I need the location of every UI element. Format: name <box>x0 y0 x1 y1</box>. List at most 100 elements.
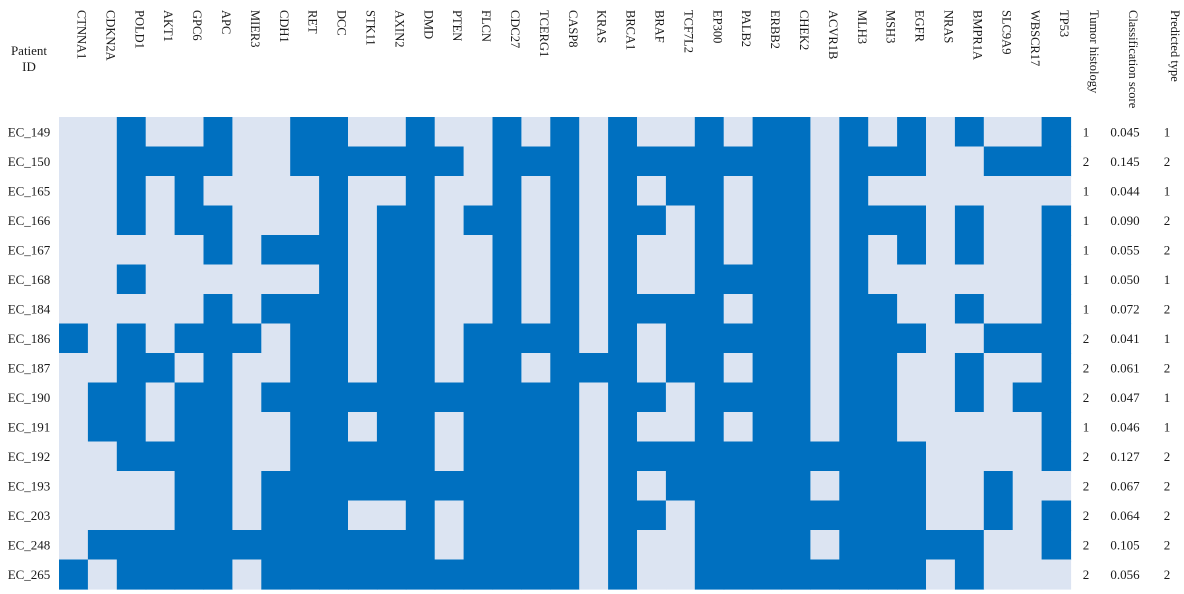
extra-column-headers: Tumor histology Classification score Predi… <box>1087 10 1182 109</box>
cell-EC_190-KRAS <box>579 382 609 413</box>
cell-EC_203-CDC27 <box>492 500 522 531</box>
cell-EC_150-SLC9A9 <box>983 146 1014 177</box>
cell-EC_186-MSH3 <box>868 323 898 354</box>
cell-EC_190-ACVR1B <box>810 382 840 413</box>
cell-EC_150-MIER3 <box>232 146 262 177</box>
cell-EC_167-BRAF <box>637 235 667 266</box>
classification-score-EC_168: 0.050 <box>1110 272 1139 287</box>
cell-EC_203-TCF7L2 <box>665 500 696 531</box>
predicted-type-EC_193: 2 <box>1164 478 1171 493</box>
cell-EC_192-AKT1 <box>145 441 176 472</box>
cell-EC_150-TCF7L2 <box>665 146 696 177</box>
cell-EC_192-APC <box>203 441 233 472</box>
cell-EC_192-MLH3 <box>839 441 869 472</box>
cell-EC_187-DCC <box>319 353 349 384</box>
tumor-histology-EC_149: 1 <box>1083 124 1090 139</box>
cell-EC_248-CHEK2 <box>781 530 811 561</box>
gene-label-PALB2: PALB2 <box>739 10 753 47</box>
cell-EC_191-PTEN <box>434 412 465 443</box>
cell-EC_193-MIER3 <box>232 471 262 502</box>
cell-EC_248-STK11 <box>348 530 378 561</box>
cell-EC_203-TCERG1 <box>521 500 551 531</box>
cell-EC_248-MIER3 <box>232 530 262 561</box>
cell-EC_191-CTNNA1 <box>59 412 89 443</box>
cell-EC_149-TCF7L2 <box>665 117 696 148</box>
cell-EC_149-BRAF <box>637 117 667 148</box>
cell-EC_184-BRCA1 <box>608 294 638 325</box>
cell-EC_190-WBSCR17 <box>1012 382 1043 413</box>
cell-EC_203-CDKN2A <box>87 500 118 531</box>
cell-EC_149-AXIN2 <box>376 117 407 148</box>
cell-EC_186-DMD <box>405 323 436 354</box>
cell-EC_192-FLCN <box>463 441 494 472</box>
cell-EC_203-KRAS <box>579 500 609 531</box>
cell-EC_187-CDC27 <box>492 353 522 384</box>
cell-EC_186-FLCN <box>463 323 494 354</box>
cell-EC_248-AKT1 <box>145 530 176 561</box>
gene-label-TCF7L2: TCF7L2 <box>681 10 695 53</box>
cell-EC_190-MLH3 <box>839 382 869 413</box>
cell-EC_150-MLH3 <box>839 146 869 177</box>
cell-EC_184-ACVR1B <box>810 294 840 325</box>
cell-EC_168-WBSCR17 <box>1012 264 1043 295</box>
cell-EC_248-BRCA1 <box>608 530 638 561</box>
cell-EC_168-TCERG1 <box>521 264 551 295</box>
cell-EC_193-PALB2 <box>723 471 754 502</box>
cell-EC_248-SLC9A9 <box>983 530 1014 561</box>
cell-EC_191-AXIN2 <box>376 412 407 443</box>
gene-label-STK11: STK11 <box>363 10 377 46</box>
predicted-type-EC_150: 2 <box>1164 154 1171 169</box>
cell-EC_166-ERBB2 <box>752 205 783 236</box>
classification-score-EC_192: 0.127 <box>1110 449 1140 464</box>
cell-EC_265-CASP8 <box>550 559 580 590</box>
tumor-histology-EC_190: 2 <box>1083 390 1090 405</box>
cell-EC_190-NRAS <box>926 382 956 413</box>
row-header-line-2: ID <box>22 59 36 74</box>
cell-EC_186-PALB2 <box>723 323 754 354</box>
cell-EC_190-BRCA1 <box>608 382 638 413</box>
cell-EC_193-WBSCR17 <box>1012 471 1043 502</box>
cell-EC_203-WBSCR17 <box>1012 500 1043 531</box>
cell-EC_203-BRCA1 <box>608 500 638 531</box>
cell-EC_265-CDKN2A <box>87 559 118 590</box>
cell-EC_203-EGFR <box>897 500 927 531</box>
cell-EC_192-GPC6 <box>174 441 205 472</box>
predicted-type-EC_203: 2 <box>1164 508 1171 523</box>
cell-EC_248-TCERG1 <box>521 530 551 561</box>
cell-EC_187-CDKN2A <box>87 353 118 384</box>
cell-EC_167-ACVR1B <box>810 235 840 266</box>
cell-EC_248-DCC <box>319 530 349 561</box>
cell-EC_166-AKT1 <box>145 205 176 236</box>
cell-EC_248-BRAF <box>637 530 667 561</box>
cell-EC_168-SLC9A9 <box>983 264 1014 295</box>
cell-EC_167-CASP8 <box>550 235 580 266</box>
cell-EC_168-TP53 <box>1041 264 1072 295</box>
cell-EC_165-STK11 <box>348 176 378 207</box>
cell-EC_248-MLH3 <box>839 530 869 561</box>
predicted-type-EC_248: 2 <box>1164 537 1171 552</box>
cell-EC_186-APC <box>203 323 233 354</box>
cell-EC_167-AXIN2 <box>376 235 407 266</box>
cell-EC_165-MSH3 <box>868 176 898 207</box>
cell-EC_186-WBSCR17 <box>1012 323 1043 354</box>
cell-EC_187-TP53 <box>1041 353 1072 384</box>
cell-EC_191-CDKN2A <box>87 412 118 443</box>
cell-EC_186-STK11 <box>348 323 378 354</box>
cell-EC_184-CASP8 <box>550 294 580 325</box>
cell-EC_186-AXIN2 <box>376 323 407 354</box>
cell-EC_191-TCF7L2 <box>665 412 696 443</box>
cell-EC_265-DMD <box>405 559 436 590</box>
cell-EC_192-PTEN <box>434 441 465 472</box>
cell-EC_165-CTNNA1 <box>59 176 89 207</box>
cell-EC_167-WBSCR17 <box>1012 235 1043 266</box>
cell-EC_192-NRAS <box>926 441 956 472</box>
cell-EC_193-BRCA1 <box>608 471 638 502</box>
cell-EC_150-AKT1 <box>145 146 176 177</box>
cell-EC_186-ERBB2 <box>752 323 783 354</box>
cell-EC_168-MLH3 <box>839 264 869 295</box>
tumor-histology-EC_265: 2 <box>1083 567 1090 582</box>
cell-EC_192-SLC9A9 <box>983 441 1014 472</box>
extra-header-2: Predicted type <box>1168 10 1182 82</box>
cell-EC_184-AXIN2 <box>376 294 407 325</box>
cell-EC_168-MSH3 <box>868 264 898 295</box>
